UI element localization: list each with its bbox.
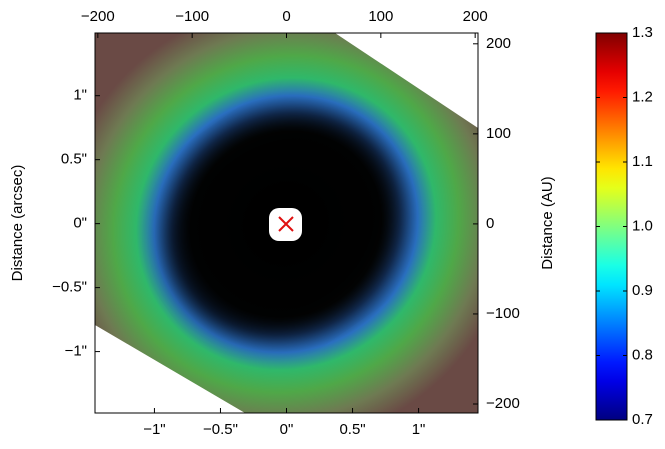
- colorbar: [595, 32, 628, 421]
- y-tick-label: 100: [486, 125, 511, 142]
- y-tick-label: 1": [73, 87, 87, 104]
- y-tick-label: 0: [486, 215, 494, 232]
- colorbar-tick-label: 1.1: [632, 153, 653, 170]
- colorbar-tick-label: 0.8: [632, 346, 653, 363]
- x-tick-label: 100: [368, 8, 393, 25]
- x-tick-label: −200: [81, 8, 115, 25]
- x-tick-label: −0.5": [203, 421, 238, 438]
- x-tick-label: 200: [463, 8, 488, 25]
- y-axis-label: Distance (arcsec): [9, 165, 26, 282]
- star-marker: [278, 216, 294, 232]
- y-tick-label: 200: [486, 35, 511, 52]
- x-tick-label: −1": [143, 421, 165, 438]
- colorbar-tick-label: 0.9: [632, 282, 653, 299]
- colorbar-tick-label: 1.0: [632, 217, 653, 234]
- y-tick-label: −200: [486, 395, 520, 412]
- y-tick-label: −1": [65, 343, 87, 360]
- y-tick-label: 0.5": [61, 151, 87, 168]
- colorbar-tick-label: 1.3: [632, 24, 653, 41]
- image: [95, 33, 478, 413]
- y-tick-label: −100: [486, 305, 520, 322]
- colorbar-tick-label: 0.7: [632, 411, 653, 428]
- y-tick-label: 0": [73, 215, 87, 232]
- x-tick-label: −100: [175, 8, 209, 25]
- y-tick-label: −0.5": [52, 279, 87, 296]
- x-tick-label: 0.5": [339, 421, 365, 438]
- x-tick-label: 1": [412, 421, 426, 438]
- y2-axis-label: Distance (AU): [539, 176, 556, 269]
- x-tick-label: 0: [282, 8, 290, 25]
- colorbar-tick-label: 1.2: [632, 88, 653, 105]
- x-tick-label: 0": [280, 421, 294, 438]
